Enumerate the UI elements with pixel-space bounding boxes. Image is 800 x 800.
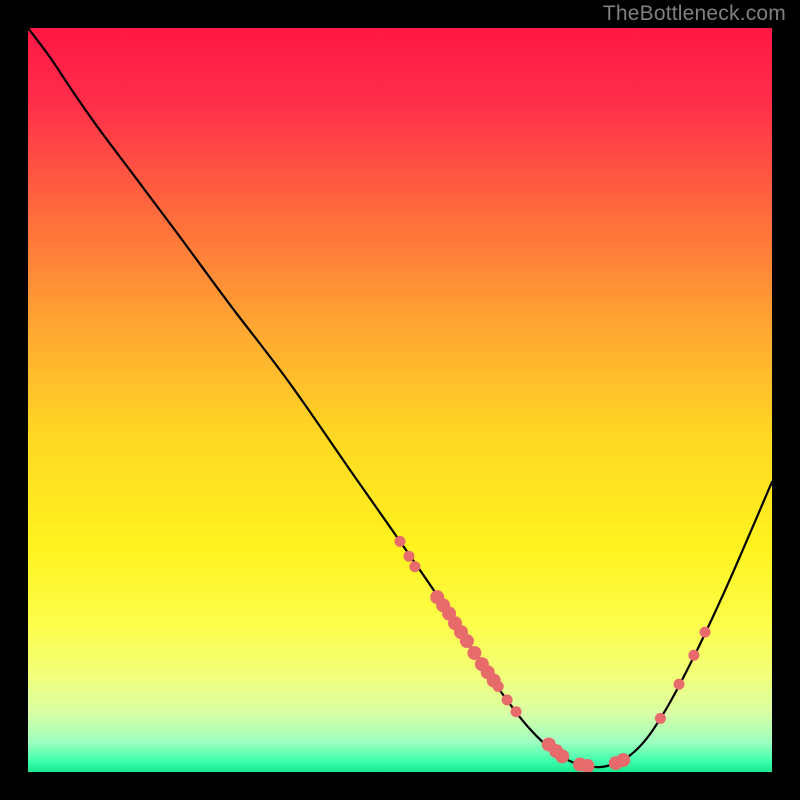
marker-dot [688,650,699,661]
chart-svg [28,28,772,772]
plot-area [28,28,772,772]
marker-dot [700,627,711,638]
chart-background [28,28,772,772]
marker-dot [511,706,522,717]
marker-dot [674,679,685,690]
marker-dot [655,713,666,724]
marker-dot [502,694,513,705]
attribution-text: TheBottleneck.com [603,2,786,26]
marker-dot [493,681,504,692]
marker-dot [395,536,406,547]
marker-dot [403,551,414,562]
marker-dot [555,749,569,763]
marker-dot [460,634,474,648]
marker-dot [409,561,420,572]
marker-dot [616,753,630,767]
